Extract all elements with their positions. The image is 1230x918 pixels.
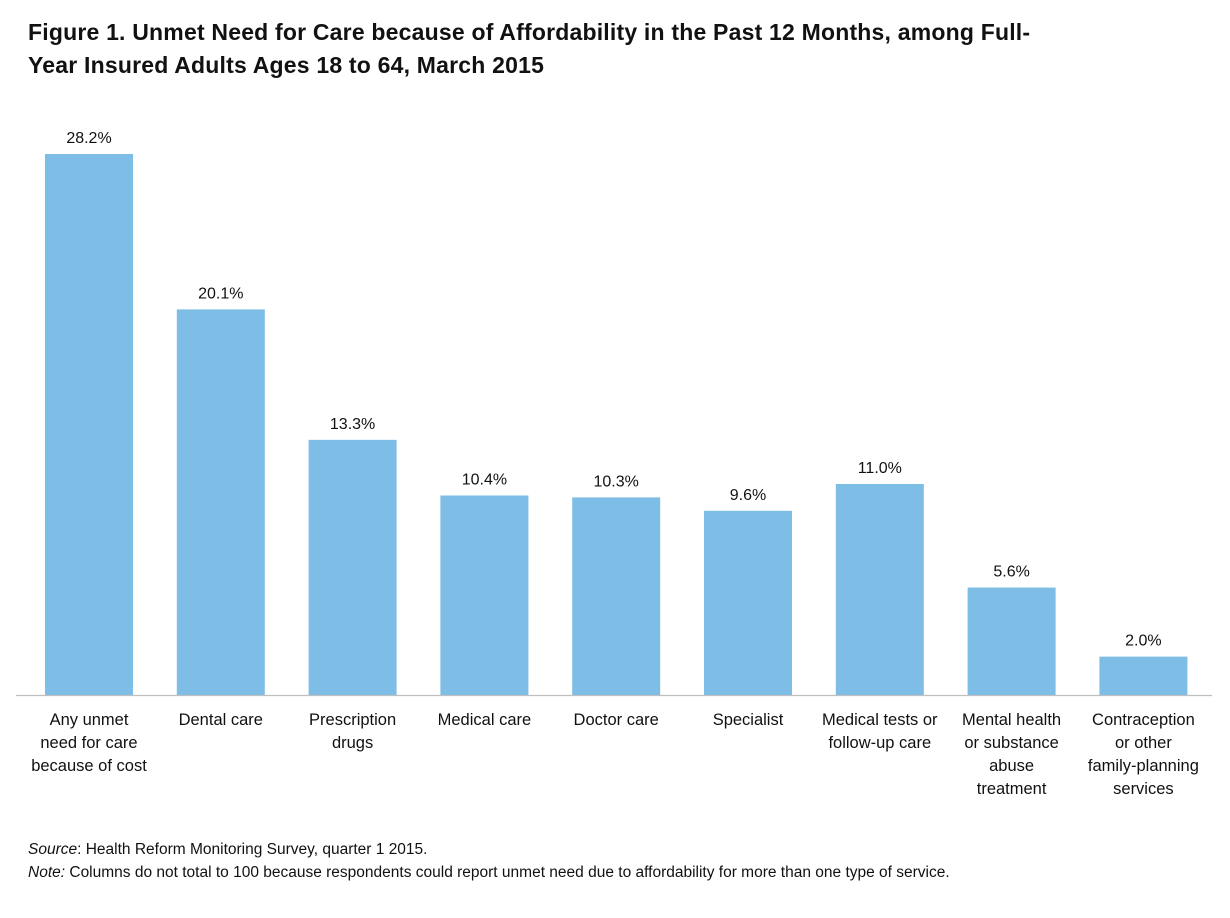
category-label-line: because of cost (31, 757, 147, 775)
bar-3 (440, 495, 529, 695)
category-label-line: Medical tests or (822, 711, 938, 729)
category-label-line: or other (1115, 734, 1172, 752)
source-note: Source: Health Reform Monitoring Survey,… (28, 838, 950, 861)
category-label-line: abuse (989, 757, 1034, 775)
category-label-line: Any unmet (50, 711, 129, 729)
footnotes: Source: Health Reform Monitoring Survey,… (28, 838, 950, 884)
bar-2 (308, 439, 397, 695)
bar-5 (704, 510, 792, 695)
category-label-line: treatment (977, 780, 1047, 798)
bar-8 (1099, 656, 1188, 695)
category-label-line: need for care (40, 734, 137, 752)
data-label-7: 5.6% (993, 564, 1029, 581)
category-label-3: Medical care (438, 711, 532, 729)
data-label-8: 2.0% (1125, 633, 1161, 650)
note-text: Columns do not total to 100 because resp… (65, 864, 950, 881)
category-label-line: or substance (964, 734, 1058, 752)
category-label-line: follow-up care (828, 734, 931, 752)
category-label-line: Prescription (309, 711, 396, 729)
category-label-line: Medical care (438, 711, 532, 729)
chart-title-line-1: Figure 1. Unmet Need for Care because of… (28, 19, 1031, 45)
data-label-1: 20.1% (198, 285, 243, 302)
bar-7 (967, 587, 1056, 695)
data-label-3: 10.4% (462, 471, 507, 488)
data-label-6: 11.0% (858, 460, 902, 477)
category-label-1: Dental care (179, 711, 263, 729)
data-label-2: 13.3% (330, 416, 375, 433)
category-label-line: drugs (332, 734, 373, 752)
bar-6 (835, 483, 924, 695)
note: Note: Columns do not total to 100 becaus… (28, 861, 950, 884)
category-label-8: Contraception or other family-planning serv… (1088, 711, 1199, 798)
bars-group (45, 154, 1188, 695)
category-label-4: Doctor care (574, 711, 659, 729)
bar-4 (572, 497, 661, 695)
category-label-2: Prescription drugs (309, 711, 396, 752)
category-label-line: Mental health (962, 711, 1061, 729)
source-text: : Health Reform Monitoring Survey, quart… (77, 841, 428, 858)
category-label-line: services (1113, 780, 1174, 798)
category-label-line: family-planning (1088, 757, 1199, 775)
source-label: Source (28, 841, 78, 858)
data-label-0: 28.2% (66, 130, 111, 147)
category-label-0: Any unmet need for care because of cost (31, 711, 147, 775)
chart-title-line-2: Year Insured Adults Ages 18 to 64, March… (28, 52, 545, 78)
category-label-line: Dental care (179, 711, 263, 729)
bar-0 (45, 154, 133, 695)
category-labels-group: Any unmet need for care because of cost Den… (31, 711, 1199, 798)
data-label-4: 10.3% (594, 473, 639, 490)
bar-1 (176, 309, 265, 695)
value-labels-group: 28.2% 20.1% 13.3% 10.4% 10.3% 9.6% 11.0% 5.6% 2.… (66, 130, 1161, 650)
category-label-5: Specialist (713, 711, 784, 729)
data-label-5: 9.6% (730, 487, 766, 504)
category-label-line: Doctor care (574, 711, 659, 729)
note-label: Note: (28, 864, 66, 881)
category-label-6: Medical tests or follow-up care (822, 711, 938, 752)
chart-title: Figure 1. Unmet Need for Care because of… (28, 16, 1208, 82)
category-label-7: Mental health or substance abuse treatment (962, 711, 1061, 798)
category-label-line: Specialist (713, 711, 784, 729)
category-label-line: Contraception (1092, 711, 1195, 729)
